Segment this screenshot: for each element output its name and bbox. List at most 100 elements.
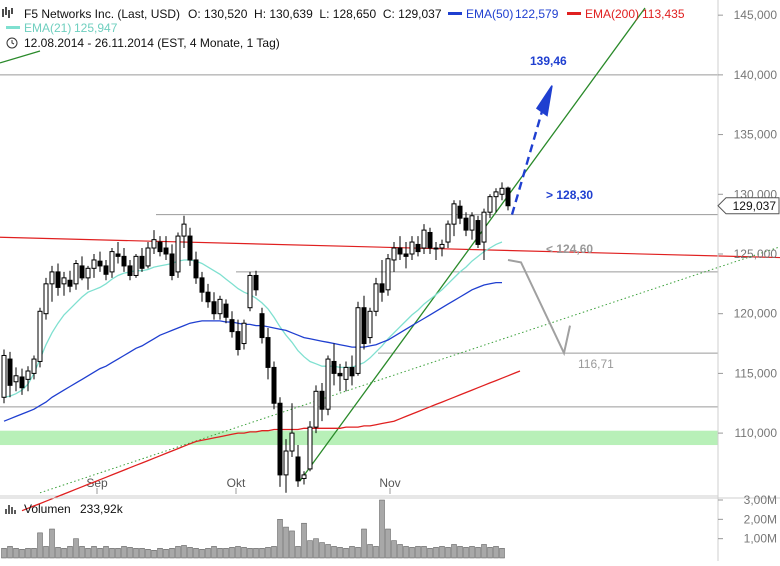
uptrend-line-upper	[0, 50, 41, 64]
volume-bar	[373, 546, 379, 559]
candle-body	[391, 247, 397, 261]
candle-body	[481, 211, 487, 243]
candle-body	[187, 235, 193, 261]
chart-type-icon[interactable]	[2, 7, 13, 18]
candle	[205, 283, 211, 308]
candle	[343, 361, 349, 392]
candle-body	[469, 215, 475, 231]
ema50-swatch	[448, 12, 462, 15]
candle-body	[1, 354, 7, 398]
candle	[163, 236, 169, 260]
clock-icon	[6, 37, 18, 49]
candle	[181, 215, 187, 249]
volume-bar	[349, 546, 355, 559]
volume-bar	[367, 544, 373, 559]
y-tick-label: 140,000	[734, 68, 778, 82]
volume-label: Volumen	[24, 502, 71, 516]
volume-bar	[73, 538, 79, 559]
candle	[463, 212, 469, 237]
candle-body	[109, 251, 115, 273]
candle	[271, 361, 277, 410]
target-down-path	[507, 258, 571, 357]
candle	[67, 270, 73, 293]
candle	[421, 224, 427, 254]
volume-bar	[433, 547, 439, 559]
volume-bar	[115, 548, 121, 559]
candle-body	[349, 366, 355, 377]
volume-bar	[37, 532, 43, 559]
candle-body	[217, 298, 223, 315]
candle-body	[475, 220, 481, 245]
candle	[223, 299, 229, 324]
volume-bar	[439, 546, 445, 559]
candle	[25, 366, 31, 392]
x-tick-label: Sep	[86, 476, 108, 490]
volume-bar	[91, 546, 97, 559]
y-tick-label: 125,000	[734, 247, 778, 261]
volume-bar	[475, 547, 481, 559]
volume-bar	[343, 548, 349, 559]
candle-body	[325, 358, 331, 410]
candle	[55, 263, 61, 296]
candle-body	[421, 229, 427, 249]
volume-bar	[457, 546, 463, 559]
volume-bar	[289, 530, 295, 559]
volume-bar	[271, 546, 277, 559]
candle-body	[151, 239, 157, 249]
candle	[13, 367, 19, 392]
candle	[49, 265, 55, 302]
candle-body	[271, 366, 277, 404]
volume-bar	[133, 548, 139, 559]
support-zone-layer	[0, 430, 718, 446]
candle	[397, 236, 403, 260]
candle-body	[385, 258, 391, 291]
candle-body	[37, 310, 43, 362]
candle	[115, 242, 121, 264]
volume-bar	[259, 548, 265, 559]
candle	[145, 242, 151, 269]
candle-body	[463, 217, 469, 231]
ema21-swatch	[6, 26, 20, 29]
candle-body	[343, 366, 349, 380]
volume-bar	[31, 548, 37, 559]
candle-body	[433, 247, 439, 250]
candle	[211, 292, 217, 320]
candle	[241, 319, 247, 350]
resistance-line	[0, 236, 780, 259]
candle	[283, 439, 289, 493]
volume-bar	[493, 546, 499, 559]
candle	[475, 215, 481, 249]
last-price-tag	[717, 197, 780, 215]
candle-body	[31, 358, 37, 374]
volume-bar	[19, 549, 25, 559]
volume-bar	[391, 540, 397, 559]
candle	[433, 242, 439, 260]
candle-body	[67, 279, 73, 287]
candle	[247, 271, 253, 312]
candle	[367, 307, 373, 344]
volume-tick-label: 2,00M	[744, 512, 777, 526]
candle-body	[445, 223, 451, 243]
ema50-line	[3, 281, 502, 422]
candle-body	[139, 255, 145, 269]
candle	[157, 236, 163, 257]
volume-bar	[199, 549, 205, 559]
candle-body	[73, 263, 79, 285]
volume-bar	[1, 548, 7, 559]
candle-body	[319, 390, 325, 410]
candle-body	[373, 283, 379, 312]
candle-body	[295, 456, 301, 482]
volume-bar	[157, 548, 163, 559]
volume-bar	[277, 519, 283, 559]
candle	[373, 277, 379, 317]
candle	[403, 242, 409, 269]
ohlc-readout: O: 130,520 H: 130,639 L: 128,650 C: 129,…	[188, 7, 442, 21]
volume-bar	[163, 549, 169, 559]
x-tick-label: Nov	[379, 476, 400, 490]
candle-body	[355, 307, 361, 374]
volume-bar	[361, 528, 367, 559]
candle	[289, 403, 295, 457]
candle	[193, 251, 199, 284]
volume-panel: 3,00M 2,00M 1,00M Volumen 233,92k	[0, 493, 780, 559]
candle-body	[211, 301, 217, 315]
